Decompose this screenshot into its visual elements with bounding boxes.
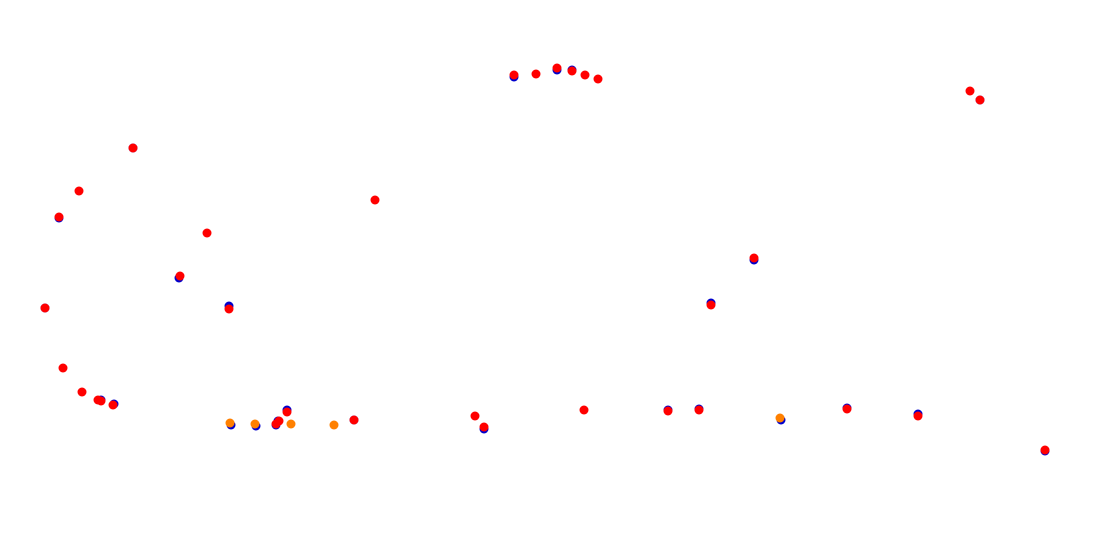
point xyxy=(842,404,852,414)
point xyxy=(1040,445,1050,455)
point xyxy=(593,74,603,84)
point xyxy=(965,86,975,96)
point xyxy=(40,303,50,313)
point xyxy=(975,95,985,105)
point xyxy=(286,419,296,429)
point xyxy=(74,186,84,196)
point xyxy=(202,228,212,238)
point xyxy=(128,143,138,153)
point xyxy=(531,69,541,79)
point xyxy=(224,304,234,314)
point xyxy=(77,387,87,397)
point xyxy=(470,411,480,421)
point xyxy=(479,422,489,432)
point xyxy=(349,415,359,425)
point xyxy=(775,413,785,423)
point xyxy=(329,420,339,430)
point xyxy=(913,411,923,421)
point xyxy=(579,405,589,415)
point xyxy=(54,212,64,222)
point xyxy=(567,66,577,76)
point xyxy=(552,63,562,73)
point xyxy=(370,195,380,205)
point xyxy=(706,300,716,310)
point xyxy=(271,419,281,429)
point xyxy=(225,418,235,428)
point xyxy=(96,396,106,406)
point xyxy=(175,271,185,281)
point xyxy=(282,407,292,417)
point xyxy=(108,400,118,410)
point xyxy=(663,406,673,416)
point xyxy=(509,70,519,80)
point xyxy=(694,405,704,415)
point xyxy=(58,363,68,373)
point xyxy=(749,253,759,263)
point xyxy=(250,419,260,429)
point xyxy=(580,70,590,80)
